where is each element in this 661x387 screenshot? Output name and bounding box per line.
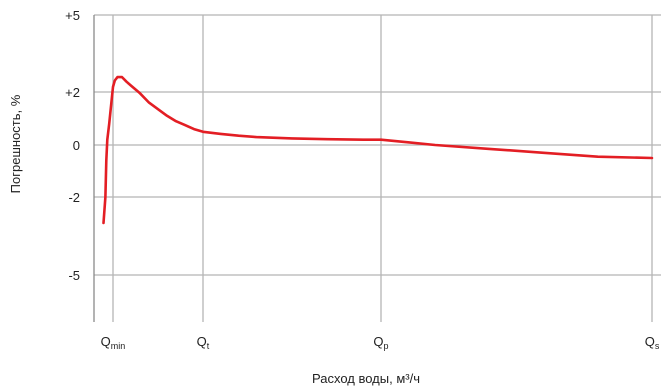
- y-tick-label: -5: [68, 268, 80, 283]
- x-tick-subscript: s: [655, 341, 660, 351]
- y-tick-label: -2: [68, 190, 80, 205]
- x-axis-label: Расход воды, м³/ч: [312, 371, 420, 386]
- error-curve-line: [102, 75, 654, 225]
- grid-lines: [94, 14, 661, 322]
- x-tick-subscript: t: [207, 341, 210, 351]
- x-tick-label: Qmin: [101, 334, 126, 351]
- y-tick-labels: +5 +2 0 -2 -5: [65, 8, 80, 283]
- x-tick-labels: Qmin Qt Qp Qs: [101, 334, 660, 351]
- x-tick-base: Q: [373, 334, 383, 349]
- x-tick-base: Q: [197, 334, 207, 349]
- x-tick-subscript: p: [384, 341, 389, 351]
- y-axis-label: Погрешность, %: [8, 94, 23, 193]
- x-tick-label: Qt: [197, 334, 210, 351]
- x-tick-label: Qp: [373, 334, 388, 351]
- series: [102, 75, 654, 225]
- y-tick-label: +2: [65, 85, 80, 100]
- x-tick-label: Qs: [645, 334, 660, 351]
- x-tick-subscript: min: [111, 341, 126, 351]
- y-tick-label: +5: [65, 8, 80, 23]
- y-tick-label: 0: [73, 138, 80, 153]
- x-tick-base: Q: [101, 334, 111, 349]
- x-tick-base: Q: [645, 334, 655, 349]
